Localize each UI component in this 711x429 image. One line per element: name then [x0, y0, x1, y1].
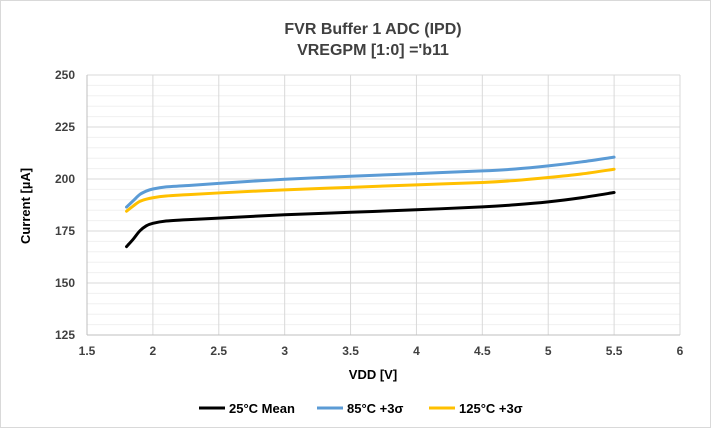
series-line-25-c-mean	[125, 191, 616, 249]
x-tick-label: 2	[150, 344, 157, 358]
x-tick-label: 4.5	[474, 344, 491, 358]
grid-lines	[86, 74, 681, 336]
y-tick-label: 150	[55, 276, 75, 290]
chart-title: FVR Buffer 1 ADC (IPD)	[284, 21, 461, 38]
x-tick-label: 5.5	[606, 344, 623, 358]
x-tick-label: 5	[545, 344, 552, 358]
chart-subtitle: VREGPM [1:0] ='b11	[297, 42, 449, 59]
y-axis-label: Current [µA]	[18, 168, 33, 244]
y-tick-label: 225	[55, 120, 75, 134]
x-tick-label: 1.5	[79, 344, 96, 358]
x-tick-label: 4	[413, 344, 420, 358]
x-tick-label: 3	[281, 344, 288, 358]
x-tick-label: 3.5	[342, 344, 359, 358]
legend-label: 25°C Mean	[229, 401, 295, 416]
x-axis-label: VDD [V]	[349, 367, 397, 382]
series-line-125-c-3	[125, 167, 616, 213]
y-tick-label: 125	[55, 328, 75, 342]
x-tick-label: 2.5	[210, 344, 227, 358]
legend-label: 125°C +3σ	[459, 401, 523, 416]
legend-label: 85°C +3σ	[347, 401, 403, 416]
series-lines	[125, 155, 616, 249]
x-tick-label: 6	[677, 344, 684, 358]
y-tick-label: 200	[55, 172, 75, 186]
tick-labels: 125 150 175 200 225 250 1.5 2 2.5 3 3.5 4 4.5 5 5.5 6	[55, 68, 684, 358]
legend: 25°C Mean 85°C +3σ 125°C +3σ	[199, 401, 523, 416]
series-line-85-c-3	[125, 155, 616, 209]
y-tick-label: 250	[55, 68, 75, 82]
y-tick-label: 175	[55, 224, 75, 238]
